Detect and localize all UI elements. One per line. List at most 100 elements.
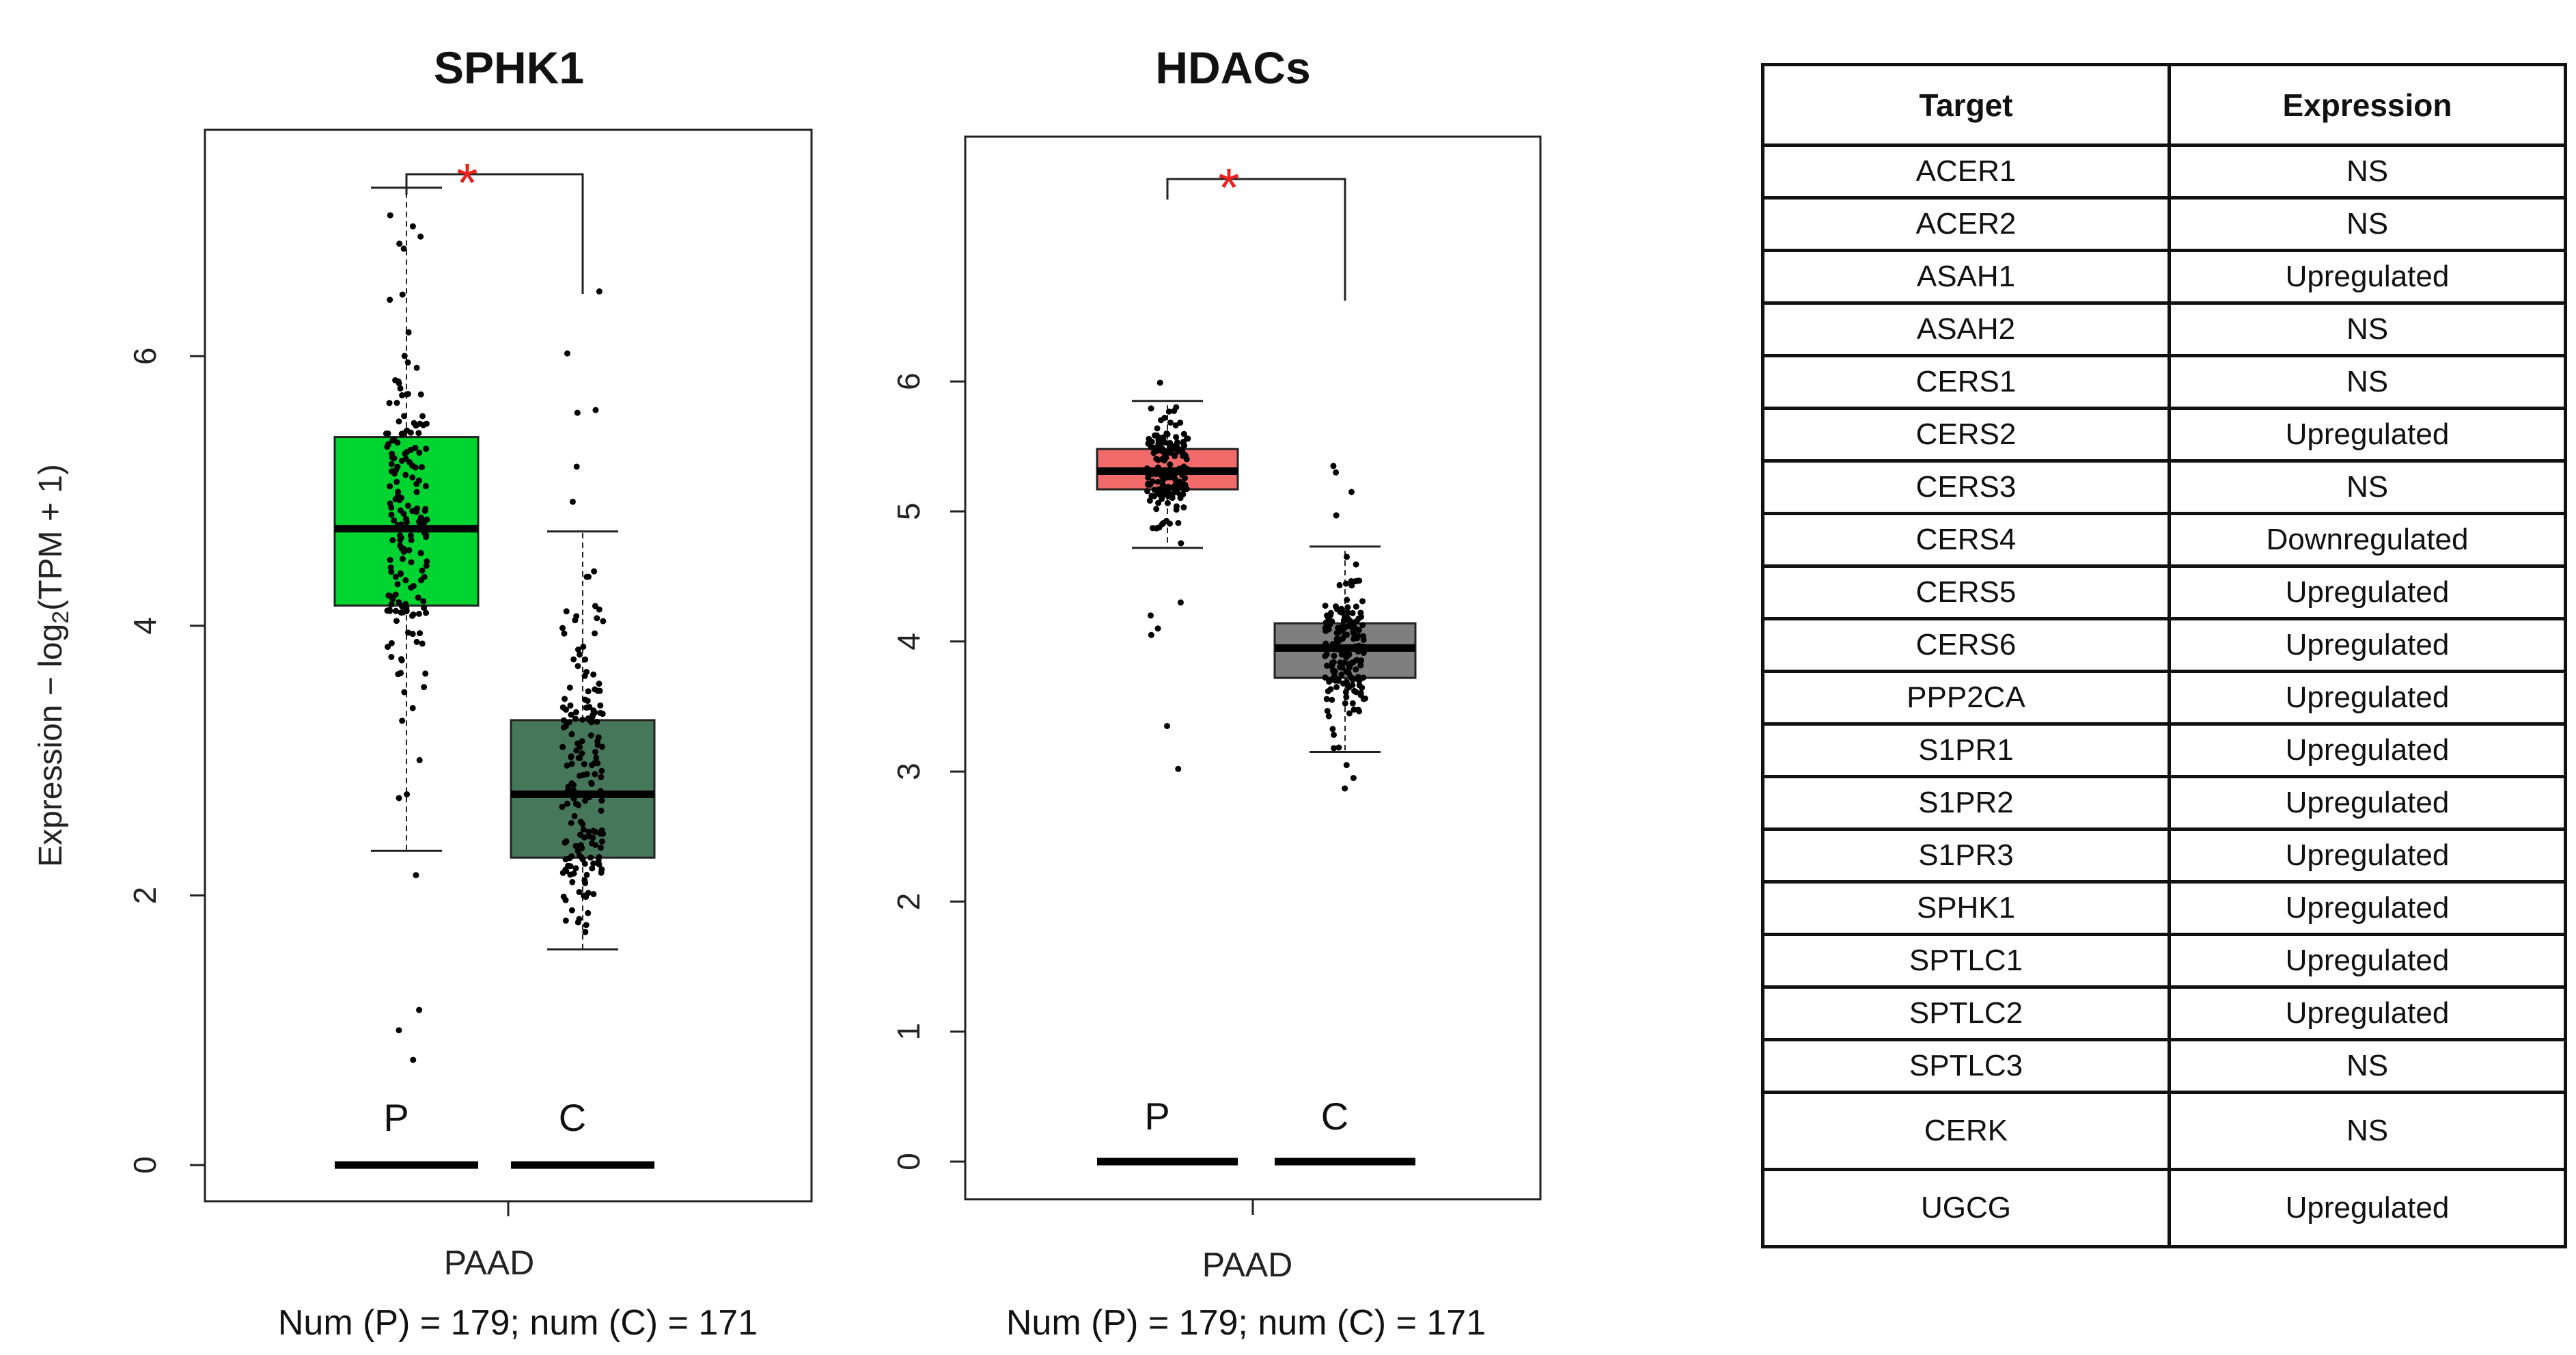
sphk1-point-c (559, 743, 566, 750)
hdacs-point-c (1353, 561, 1359, 568)
hdacs-point-c (1342, 624, 1349, 631)
table-row: SPHK1 Upregulated (1761, 880, 2567, 936)
sphk1-point-c (570, 782, 577, 789)
table-body: ACER1 NS ACER2 NS ASAH1 Upregulated ASAH2 NS CER… (1761, 143, 2567, 1248)
hdacs-outlier-c (1330, 463, 1337, 469)
sphk1-point-c (596, 681, 603, 687)
sphk1-point-p (385, 441, 391, 448)
table-cell-expression: Downregulated (2168, 512, 2567, 568)
table-cell-target: SPTLC2 (1761, 985, 2171, 1041)
sphk1-point-c (571, 812, 578, 819)
hdacs-point-c (1335, 744, 1342, 751)
sphk1-point-p (402, 516, 409, 523)
hdacs-point-p (1145, 474, 1152, 481)
hdacs-point-c (1335, 625, 1342, 631)
sphk1-outlier-c (592, 407, 599, 413)
sphk1-point-p (387, 525, 393, 532)
hdacs-point-p (1169, 472, 1176, 479)
hdacs-point-p (1173, 489, 1180, 495)
table-cell-expression: NS (2168, 354, 2567, 410)
hdacs-point-c (1324, 707, 1331, 714)
sphk1-point-p (394, 492, 401, 499)
sphk1-x-axis-label: PAAD (444, 1244, 534, 1282)
sphk1-point-p (385, 592, 392, 599)
table-cell-target: S1PR2 (1761, 775, 2171, 831)
table-row: CERS1 NS (1761, 354, 2567, 410)
table-row: PPP2CA Upregulated (1761, 670, 2567, 726)
sphk1-point-c (595, 857, 602, 864)
hdacs-point-c (1345, 661, 1352, 668)
sphk1-point-c (586, 704, 593, 711)
sphk1-point-c (577, 852, 583, 859)
sphk1-point-c (591, 568, 598, 575)
sphk1-point-p (407, 532, 414, 539)
sphk1-point-p (396, 380, 402, 387)
hdacs-point-c (1356, 708, 1363, 715)
hdacs-point-c (1350, 659, 1357, 666)
sphk1-group-label-p: P (383, 1096, 408, 1139)
hdacs-point-p (1163, 467, 1169, 474)
sphk1-point-c (568, 711, 574, 718)
sphk1-point-c (584, 698, 591, 704)
sphk1-point-c (574, 646, 581, 653)
sphk1-point-c (564, 800, 570, 807)
table-row: CERS3 NS (1761, 459, 2567, 515)
hdacs-point-p (1174, 480, 1181, 487)
sphk1-point-p (389, 537, 396, 544)
sphk1-point-p (404, 629, 411, 636)
hdacs-point-p (1160, 476, 1167, 483)
hdacs-outlier-c (1348, 489, 1355, 495)
sphk1-point-c (592, 771, 598, 778)
sphk1-point-p (421, 605, 428, 612)
sphk1-point-p (397, 536, 404, 543)
table-cell-expression: NS (2168, 1091, 2567, 1171)
hdacs-point-c (1329, 696, 1335, 703)
hdacs-point-c (1342, 689, 1349, 696)
table-cell-target: ACER2 (1761, 196, 2171, 252)
sphk1-point-p (388, 461, 395, 467)
table-cell-expression: Upregulated (2168, 722, 2567, 778)
hdacs-title: HDACs (1155, 42, 1310, 93)
table-cell-target: SPTLC3 (1761, 1038, 2171, 1094)
sphk1-point-p (396, 599, 402, 605)
sphk1-point-p (392, 573, 399, 580)
hdacs-point-c (1342, 580, 1349, 587)
sphk1-point-c (592, 709, 598, 716)
hdacs-point-p (1184, 466, 1191, 473)
hdacs-point-c (1359, 622, 1366, 629)
hdacs-point-c (1343, 631, 1350, 638)
sphk1-point-p (388, 653, 395, 660)
hdacs-point-c (1325, 688, 1331, 695)
sphk1-point-p (417, 391, 424, 398)
sphk1-point-p (415, 430, 422, 437)
sphk1-point-c (600, 830, 607, 837)
sphk1-outlier-c (596, 288, 603, 295)
hdacs-point-c (1331, 745, 1338, 752)
hdacs-outlier-p (1175, 765, 1182, 772)
sphk1-point-c (560, 717, 567, 724)
sphk1-point-c (592, 630, 598, 637)
hdacs-point-c (1344, 614, 1351, 621)
hdacs-outlier-p (1177, 599, 1184, 606)
hdacs-point-p (1159, 495, 1165, 502)
sphk1-y-axis: 0 2 4 6 (127, 347, 205, 1174)
hdacs-point-p (1155, 440, 1162, 447)
sphk1-point-c (576, 888, 583, 895)
hdacs-point-p (1180, 504, 1187, 511)
sphk1-point-c (589, 762, 596, 769)
sphk1-point-p (409, 474, 416, 481)
sphk1-point-c (597, 845, 604, 851)
hdacs-point-p (1160, 519, 1167, 526)
hdacs-point-c (1331, 653, 1338, 659)
sphk1-point-p (397, 507, 404, 514)
sphk1-point-c (599, 711, 606, 717)
hdacs-point-c (1325, 615, 1332, 622)
sphk1-point-c (583, 922, 590, 929)
hdacs-y-tick-label: 0 (891, 1153, 926, 1171)
sphk1-point-c (581, 761, 587, 767)
hdacs-point-p (1165, 483, 1172, 490)
table-cell-expression: Upregulated (2168, 617, 2567, 673)
hdacs-point-c (1343, 694, 1350, 700)
sphk1-y-tick-label: 0 (127, 1156, 163, 1174)
sphk1-point-p (398, 457, 405, 464)
